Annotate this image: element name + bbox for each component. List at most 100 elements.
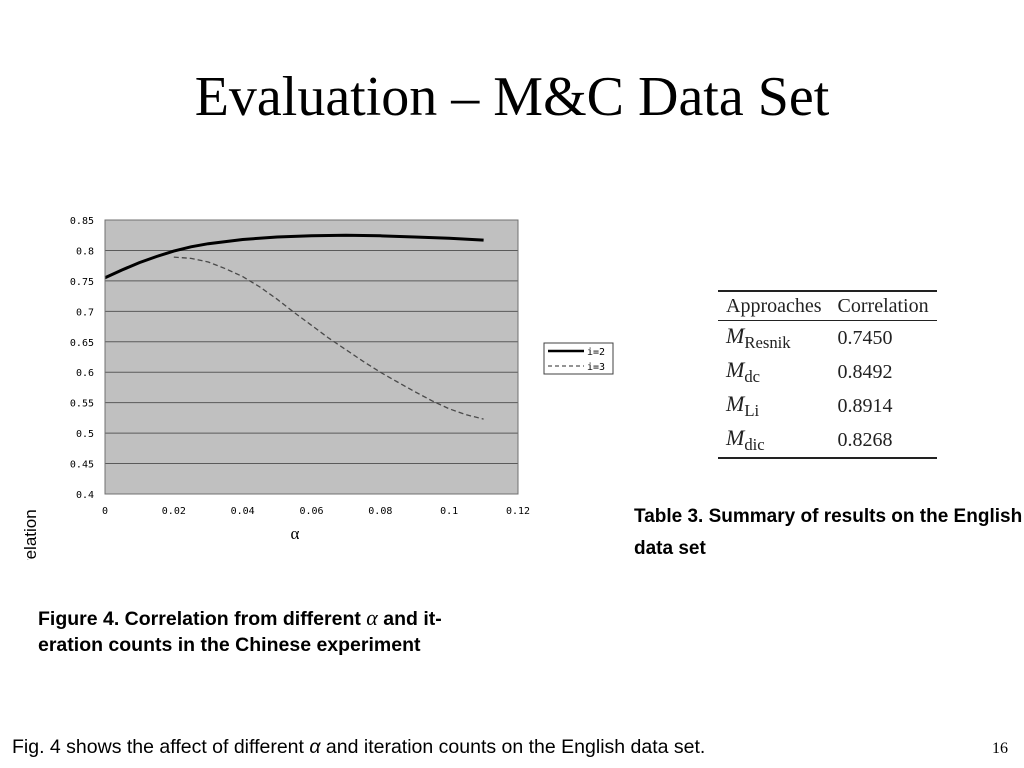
data-point-i=3 [277,299,278,300]
x-tick-label: 0 [102,506,108,517]
approach-symbol: M [726,357,745,382]
table-row: Mdic 0.8268 [718,423,937,459]
y-tick-label: 0.7 [76,307,94,318]
data-point-i=3 [173,257,174,258]
data-point-i=2 [139,262,140,263]
y-tick-label: 0.85 [70,216,94,227]
approach-symbol: M [726,425,745,450]
figure-caption-line2: eration counts in the Chinese experiment [38,634,421,656]
correlation-cell: 0.8268 [829,423,937,459]
data-point-i=2 [122,269,123,270]
figure-caption-symbol: α [366,605,378,630]
data-point-i=2 [277,236,278,237]
data-point-i=2 [414,236,415,237]
data-point-i=3 [414,391,415,392]
x-tick-label: 0.02 [162,506,186,517]
data-point-i=3 [225,268,226,269]
data-point-i=3 [363,361,364,362]
legend-label-i2: i=2 [587,347,605,358]
results-table: Approaches Correlation MResnik 0.7450 Md… [718,290,937,459]
approach-cell: MResnik [718,321,830,356]
plot-frame [104,219,519,495]
footer-after: and iteration counts on the English data… [325,736,706,758]
y-tick-label: 0.5 [76,429,94,440]
data-point-i=3 [259,286,260,287]
header-approaches: Approaches [718,290,830,321]
figure-caption-after: and it- [383,608,442,630]
approach-cell: Mdic [718,423,830,459]
series-line-i=3 [173,256,484,420]
header-correlation: Correlation [829,290,937,321]
correlation-cell: 0.8492 [837,360,893,383]
table-header-row: Approaches Correlation [718,290,937,321]
data-point-i=3 [242,276,243,277]
footer-before: Fig. 4 shows the affect of different [12,736,304,758]
x-tick-labels: 0 0.02 0.04 0.06 0.08 0.1 0.12 [102,506,530,517]
x-tick-label: 0.1 [440,506,458,517]
approach-cell: Mdc [718,355,830,389]
legend-label-i3: i=3 [587,362,605,373]
data-point-i=2 [173,251,174,252]
y-axis-label: correlation [21,509,40,560]
approach-symbol: M [726,391,745,416]
page-number: 16 [992,740,1008,757]
data-point-i=2 [190,246,191,247]
approach-subscript: Resnik [744,333,791,352]
approach-cell: MLi [718,389,830,423]
approach-subscript: dc [744,367,761,386]
table-caption-line2: data set [634,538,706,559]
table-caption-line1: Table 3. Summary of results on the Engli… [634,506,1023,527]
y-tick-label: 0.6 [76,368,94,379]
data-point-i=2 [242,239,243,240]
results-table-wrapper: Approaches Correlation MResnik 0.7450 Md… [718,290,937,459]
data-point-i=2 [380,235,381,236]
figure-caption-before: Figure 4. Correlation from different [38,608,361,630]
x-tick-label: 0.06 [299,506,323,517]
data-point-i=3 [190,258,191,259]
x-tick-label: 0.04 [231,506,255,517]
y-tick-label: 0.75 [70,277,94,288]
data-point-i=3 [345,349,346,350]
data-point-i=2 [208,243,209,244]
y-tick-label: 0.4 [76,490,94,501]
table-row: Mdc 0.8492 [718,355,937,389]
data-point-i=3 [483,419,484,420]
legend: i=2 i=3 [543,342,614,375]
series-line-i=2 [104,233,484,280]
y-tick-label: 0.45 [70,460,94,471]
data-point-i=3 [208,261,209,262]
slide-title: Evaluation – M&C Data Set [194,66,830,128]
figure-caption: Figure 4. Correlation from different α a… [38,605,598,658]
x-tick-label: 0.12 [506,506,530,517]
y-tick-label: 0.65 [70,338,94,349]
correlation-cell: 0.7450 [837,326,893,349]
data-point-i=3 [466,414,467,415]
correlation-cell: 0.8914 [837,394,893,417]
table-row: MLi 0.8914 [718,389,937,423]
legend-box [543,342,614,375]
plot-area [105,220,518,494]
table-row: MResnik 0.7450 [718,321,937,356]
data-point-i=3 [380,372,381,373]
footer-symbol: α [309,736,321,758]
y-tick-label: 0.55 [70,399,94,410]
y-tick-labels: 0.85 0.8 0.75 0.7 0.65 0.6 0.55 0.5 0.45 0.4 [70,216,94,501]
approach-subscript: dic [744,435,765,454]
y-tick-label: 0.8 [76,246,94,257]
figure-caption-line1: Figure 4. Correlation from different α a… [38,605,598,632]
data-point-i=3 [294,312,295,313]
x-axis-label: α [291,524,300,543]
x-tick-label: 0.08 [368,506,392,517]
data-point-i=2 [345,235,346,236]
data-point-i=3 [311,325,312,326]
table-caption: Table 3. Summary of results on the Engli… [634,501,1024,565]
data-point-i=2 [449,238,450,239]
data-point-i=2 [311,235,312,236]
footer-text: Fig. 4 shows the affect of different α a… [12,736,705,759]
data-point-i=2 [156,256,157,257]
data-point-i=3 [449,408,450,409]
data-point-i=3 [397,381,398,382]
approach-subscript: Li [744,401,760,420]
data-point-i=3 [431,400,432,401]
series-lines [104,233,484,420]
